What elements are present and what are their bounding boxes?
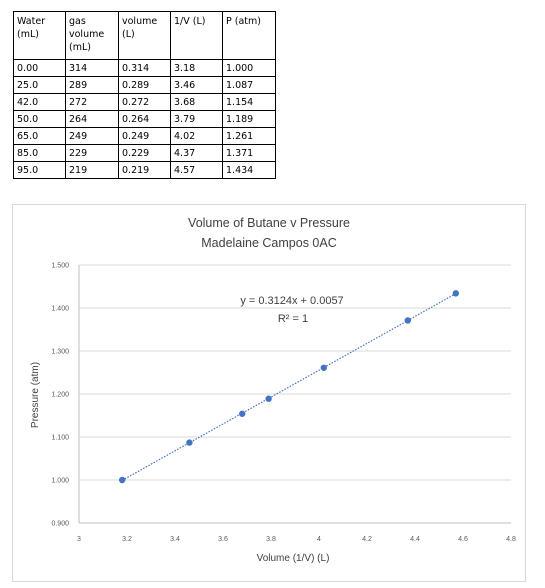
column-header: gas volume (mL)	[65, 11, 119, 60]
trendline-equation: y = 0.3124x + 0.0057	[240, 295, 343, 307]
y-tick-label: 1.000	[51, 478, 69, 485]
column-header: P (atm)	[222, 11, 276, 60]
table-header-row: Water (mL) gas volume (mL) volume (L) 1/…	[13, 11, 276, 60]
table-cell: 272	[65, 93, 119, 111]
chart-subtitle: Madelaine Campos 0AC	[201, 236, 337, 250]
table-cell: 50.0	[13, 110, 66, 128]
x-tick-label: 4.4	[410, 536, 420, 543]
y-tick-label: 1.300	[51, 349, 69, 356]
table-cell: 85.0	[13, 144, 66, 162]
column-header: volume (L)	[118, 11, 171, 60]
data-point	[320, 364, 327, 371]
table-cell: 3.46	[170, 76, 223, 94]
data-point	[239, 410, 246, 417]
table-cell: 4.37	[170, 144, 223, 162]
y-axis-title: Pressure (atm)	[30, 362, 41, 428]
x-tick-label: 4.2	[362, 536, 372, 543]
table-cell: 1.371	[222, 144, 276, 162]
table-cell: 0.249	[118, 127, 171, 145]
data-point	[186, 439, 193, 446]
table-cell: 1.087	[222, 76, 276, 94]
table-cell: 1.434	[222, 161, 276, 179]
data-point	[119, 476, 126, 484]
table-cell: 4.57	[170, 161, 223, 179]
table-cell: 1.000	[222, 59, 276, 77]
table-cell: 0.00	[13, 59, 66, 77]
chart-title: Volume of Butane v Pressure	[188, 216, 350, 230]
x-tick-label: 4	[317, 536, 321, 543]
trendline	[121, 293, 457, 481]
y-tick-label: 1.100	[51, 435, 69, 442]
column-header: 1/V (L)	[170, 11, 223, 60]
y-tick-label: 0.900	[51, 521, 69, 528]
tick-labels: 0.900 1.000 1.100 1.200 1.300 1.400 1.500 3 3.2 3…	[51, 263, 516, 544]
x-tick-label: 3.4	[170, 536, 180, 543]
table-cell: 264	[65, 110, 119, 128]
table-cell: 249	[65, 127, 119, 145]
x-tick-label: 4.8	[506, 536, 516, 543]
data-points	[119, 290, 459, 484]
table-row: 42.0 272 0.272 3.68 1.154	[13, 93, 276, 111]
table-cell: 289	[65, 76, 119, 94]
table-cell: 25.0	[13, 76, 66, 94]
table-cell: 0.264	[118, 110, 171, 128]
table-cell: 0.289	[118, 76, 171, 94]
table-cell: 42.0	[13, 93, 66, 111]
data-point	[452, 290, 459, 297]
table-cell: 3.79	[170, 110, 223, 128]
r-squared-label: R² = 1	[278, 313, 308, 325]
table-cell: 1.154	[222, 93, 276, 111]
table-cell: 95.0	[13, 161, 66, 179]
y-tick-label: 1.200	[51, 392, 69, 399]
x-tick-label: 3	[77, 536, 81, 543]
x-tick-label: 4.6	[458, 536, 468, 543]
x-axis-title: Volume (1/V) (L)	[257, 553, 330, 564]
table-cell: 65.0	[13, 127, 66, 145]
table-row: 85.0 229 0.229 4.37 1.371	[13, 144, 276, 162]
data-table: Water (mL) gas volume (mL) volume (L) 1/…	[13, 11, 276, 179]
x-tick-label: 3.8	[266, 536, 276, 543]
scatter-chart: Volume of Butane v Pressure Madelaine Ca…	[30, 216, 516, 564]
table-cell: 4.02	[170, 127, 223, 145]
column-header: Water (mL)	[13, 11, 66, 60]
table-body: 0.00 314 0.314 3.18 1.000 25.0 289 0.289 3.46 1.0…	[13, 59, 276, 179]
y-tick-label: 1.500	[51, 263, 69, 270]
table-row: 50.0 264 0.264 3.79 1.189	[13, 110, 276, 128]
trendline-path	[121, 293, 457, 481]
x-tick-label: 3.2	[122, 536, 132, 543]
table-cell: 314	[65, 59, 119, 77]
chart-area: Volume of Butane v Pressure Madelaine Ca…	[12, 204, 526, 582]
table-cell: 219	[65, 161, 119, 179]
table-row: 65.0 249 0.249 4.02 1.261	[13, 127, 276, 145]
table-cell: 1.261	[222, 127, 276, 145]
gridlines	[78, 264, 511, 524]
table-cell: 0.314	[118, 59, 171, 77]
x-tick-label: 3.6	[218, 536, 228, 543]
table-cell: 3.68	[170, 93, 223, 111]
y-tick-label: 1.400	[51, 306, 69, 313]
data-point	[265, 395, 272, 402]
table-cell: 229	[65, 144, 119, 162]
table-row: 0.00 314 0.314 3.18 1.000	[13, 59, 276, 77]
table-cell: 0.272	[118, 93, 171, 111]
table-cell: 1.189	[222, 110, 276, 128]
table-cell: 0.229	[118, 144, 171, 162]
table-row: 95.0 219 0.219 4.57 1.434	[13, 161, 276, 179]
data-point	[404, 317, 411, 324]
table-cell: 3.18	[170, 59, 223, 77]
table-row: 25.0 289 0.289 3.46 1.087	[13, 76, 276, 94]
table-cell: 0.219	[118, 161, 171, 179]
